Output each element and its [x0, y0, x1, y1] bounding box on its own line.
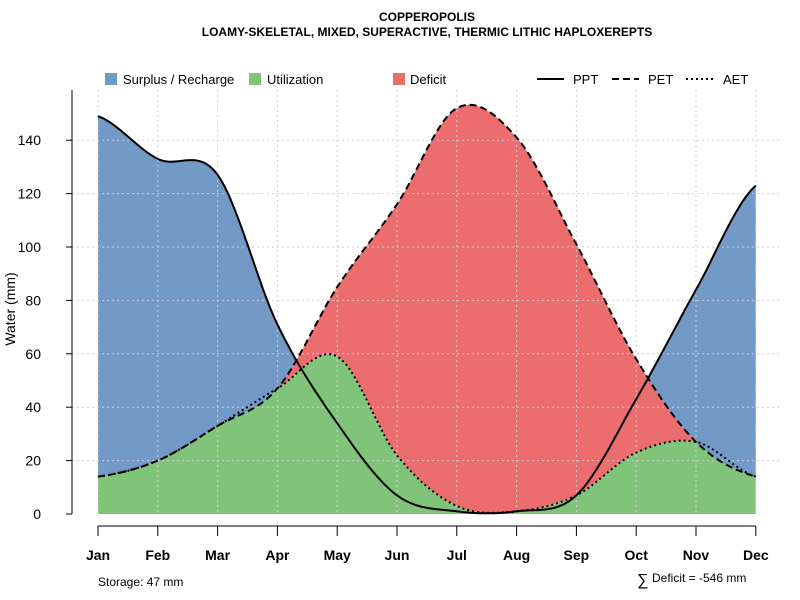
x-tick-label: May	[324, 547, 351, 563]
legend-swatch-deficit	[393, 73, 405, 85]
y-tick-label: 40	[25, 399, 41, 415]
aet-line	[97, 353, 757, 514]
x-tick-label: Sep	[564, 547, 590, 563]
plot-area: 0 20 40 60 80 100 120 140 Jan Feb Mar Apr May Jun Jul A…	[18, 90, 780, 563]
pet-line	[97, 103, 757, 478]
x-tick-label: Jul	[447, 547, 467, 563]
legend-label-deficit: Deficit	[410, 72, 447, 87]
y-tick-label: 60	[25, 346, 41, 362]
deficit-note: Deficit = -546 mm	[652, 571, 746, 585]
x-tick-label: Aug	[503, 547, 530, 563]
x-tick-label: Jun	[385, 547, 410, 563]
x-tick-label: Mar	[205, 547, 230, 563]
legend-label-pet: PET	[648, 72, 673, 87]
legend-label-ppt: PPT	[573, 72, 598, 87]
deficit-area	[98, 104, 756, 513]
surplus-area	[98, 104, 756, 477]
storage-note: Storage: 47 mm	[98, 575, 183, 589]
legend-swatch-utilization	[249, 73, 261, 85]
legend-label-aet: AET	[723, 72, 748, 87]
x-tick-label: Apr	[265, 547, 290, 563]
legend: Surplus / Recharge Utilization Deficit P…	[105, 72, 748, 87]
x-tick-label: Dec	[743, 547, 769, 563]
x-tick-label: Oct	[625, 547, 649, 563]
x-tick-label: Feb	[145, 547, 170, 563]
y-tick-label: 0	[33, 506, 41, 522]
y-tick-label: 140	[18, 132, 42, 148]
chart-title: COPPEROPOLIS	[379, 10, 475, 24]
y-tick-label: 100	[18, 239, 42, 255]
chart-subtitle: LOAMY-SKELETAL, MIXED, SUPERACTIVE, THER…	[202, 25, 652, 39]
y-tick-label: 20	[25, 453, 41, 469]
legend-label-utilization: Utilization	[267, 72, 323, 87]
y-tick-label: 120	[18, 186, 42, 202]
x-tick-label: Nov	[683, 547, 710, 563]
ppt-line	[97, 115, 757, 515]
y-tick-label: 80	[25, 292, 41, 308]
legend-label-surplus: Surplus / Recharge	[123, 72, 234, 87]
x-tick-label: Jan	[86, 547, 110, 563]
utilization-area	[98, 354, 756, 514]
sum-symbol-icon: ∑	[637, 572, 648, 589]
legend-swatch-surplus	[105, 73, 117, 85]
y-axis-label: Water (mm)	[2, 272, 18, 345]
